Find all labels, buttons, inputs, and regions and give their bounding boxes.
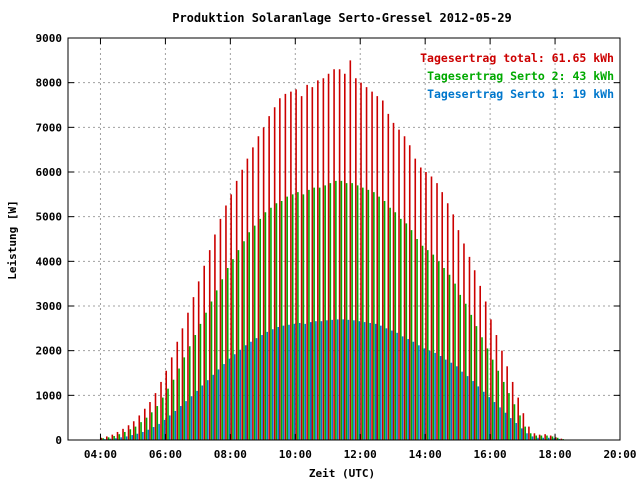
y-axis-label: Leistung [W] — [6, 200, 19, 279]
x-tick-label: 06:00 — [149, 448, 182, 461]
legend: Tagesertrag total: 61.65 kWh Tagesertrag … — [420, 51, 614, 101]
chart-title: Produktion Solaranlage Serto-Gressel 201… — [172, 11, 512, 25]
x-tick-label: 18:00 — [538, 448, 571, 461]
legend-entry: Tagesertrag total: 61.65 kWh — [420, 51, 614, 65]
legend-entry: Tagesertrag Serto 1: 19 kWh — [427, 87, 614, 101]
y-tick-label: 8000 — [36, 77, 63, 90]
bars — [100, 60, 566, 440]
y-tick-label: 0 — [55, 434, 62, 447]
y-tick-label: 7000 — [36, 121, 63, 134]
plot-frame — [67, 37, 621, 441]
x-tick-label: 14:00 — [409, 448, 442, 461]
x-tick-label: 04:00 — [84, 448, 117, 461]
y-tick-label: 1000 — [36, 389, 63, 402]
x-axis-label: Zeit (UTC) — [309, 467, 375, 480]
y-tick-label: 6000 — [36, 166, 63, 179]
y-tick-label: 3000 — [36, 300, 63, 313]
y-tick-label: 5000 — [36, 211, 63, 224]
series-1 — [100, 60, 563, 440]
series-3 — [104, 319, 566, 440]
axis-ticks: 0 1000 2000 3000 4000 5000 6000 7000 8000 9000 04:… — [36, 32, 637, 461]
x-tick-label: 12:00 — [344, 448, 377, 461]
x-tick-label: 08:00 — [214, 448, 247, 461]
y-tick-label: 4000 — [36, 255, 63, 268]
x-tick-label: 20:00 — [603, 448, 636, 461]
legend-entry: Tagesertrag Serto 2: 43 kWh — [427, 69, 614, 83]
y-tick-label: 2000 — [36, 345, 63, 358]
x-tick-label: 10:00 — [279, 448, 312, 461]
x-tick-label: 16:00 — [474, 448, 507, 461]
y-tick-label: 9000 — [36, 32, 63, 45]
series-2 — [102, 180, 564, 440]
